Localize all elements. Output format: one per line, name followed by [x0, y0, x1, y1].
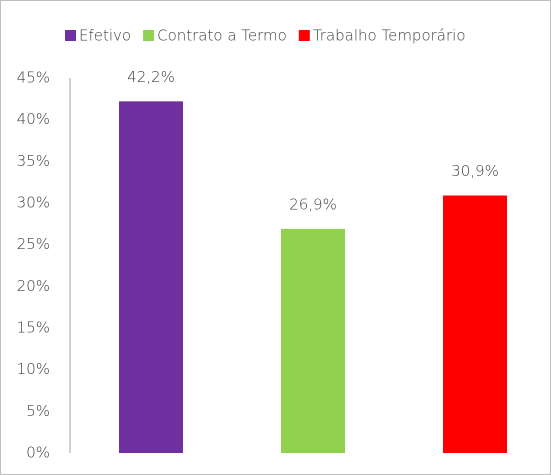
legend-swatch	[298, 30, 310, 41]
y-tick-label: 15%	[17, 319, 50, 337]
y-tick-label: 10%	[17, 360, 50, 378]
legend-label: Trabalho Temporário	[313, 27, 466, 45]
y-tick-label: 5%	[26, 402, 50, 420]
y-tick-label: 20%	[17, 277, 50, 295]
y-tick-label: 35%	[17, 152, 50, 170]
bar	[119, 101, 183, 453]
bar	[443, 195, 507, 453]
y-tick-label: 45%	[17, 69, 50, 87]
legend-swatch	[143, 30, 155, 41]
data-label: 42,2%	[127, 68, 175, 86]
bar	[281, 228, 345, 453]
y-tick-label: 25%	[17, 235, 50, 253]
data-label: 30,9%	[451, 162, 499, 180]
y-tick-label: 0%	[26, 444, 50, 462]
y-tick-label: 40%	[17, 110, 50, 128]
legend-label: Efetivo	[79, 27, 131, 45]
legend-label: Contrato a Termo	[157, 27, 287, 45]
legend-swatch	[65, 30, 76, 41]
data-label: 26,9%	[289, 195, 337, 213]
y-tick-label: 30%	[17, 194, 50, 212]
